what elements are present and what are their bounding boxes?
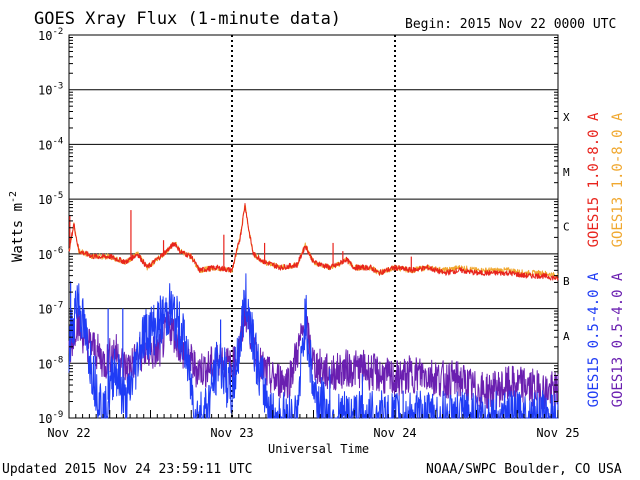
y-tick-label: 10-8 xyxy=(38,355,63,371)
data-layer xyxy=(68,203,559,419)
flare-class-label: B xyxy=(563,275,570,288)
y-tick-label: 10-6 xyxy=(38,246,63,262)
y-tick-label: 10-2 xyxy=(38,27,63,43)
x-tick-label: Nov 24 xyxy=(373,426,416,440)
series-line xyxy=(68,203,559,281)
flare-class-label: X xyxy=(563,111,570,124)
legend-entry: GOES13 1.0-8.0 A xyxy=(610,112,626,247)
y-tick-label: 10-7 xyxy=(38,301,63,317)
axis-layer: 10-9 10-8 10-7 10-6 10-5 10-4 10-3 10-2 Nov 22 No… xyxy=(38,27,580,440)
series-line xyxy=(68,205,559,279)
y-axis-label: Watts m xyxy=(10,203,26,262)
x-tick-label: Nov 25 xyxy=(536,426,579,440)
y-tick-label: 10-4 xyxy=(38,136,63,152)
legend: GOES15 1.0-8.0 A GOES13 1.0-8.0 A GOES15 0… xyxy=(586,112,626,407)
credit-label: NOAA/SWPC Boulder, CO USA xyxy=(426,462,622,477)
y-tick-label: 10-5 xyxy=(38,191,63,207)
flare-class-label: M xyxy=(563,166,570,179)
y-tick-label: 10-3 xyxy=(38,82,63,98)
y-axis-title: Watts m-2 xyxy=(8,191,26,262)
x-axis-label: Universal Time xyxy=(268,442,369,456)
legend-entry: GOES15 0.5-4.0 A xyxy=(586,272,602,407)
svg-text:Watts m-2: Watts m-2 xyxy=(8,191,26,262)
chart-title: GOES Xray Flux (1-minute data) xyxy=(34,9,341,29)
flare-class-label: A xyxy=(563,330,570,343)
grid-layer xyxy=(69,35,558,418)
y-axis-label-exponent: -2 xyxy=(8,191,19,203)
x-tick-label: Nov 23 xyxy=(210,426,253,440)
legend-entry: GOES13 0.5-4.0 A xyxy=(610,272,626,407)
y-tick-label: 10-9 xyxy=(38,410,63,426)
legend-entry: GOES15 1.0-8.0 A xyxy=(586,112,602,247)
begin-label: Begin: 2015 Nov 22 0000 UTC xyxy=(405,17,616,32)
updated-timestamp: Updated 2015 Nov 24 23:59:11 UTC xyxy=(2,462,252,477)
x-tick-label: Nov 22 xyxy=(47,426,90,440)
flare-class-label: C xyxy=(563,221,570,234)
